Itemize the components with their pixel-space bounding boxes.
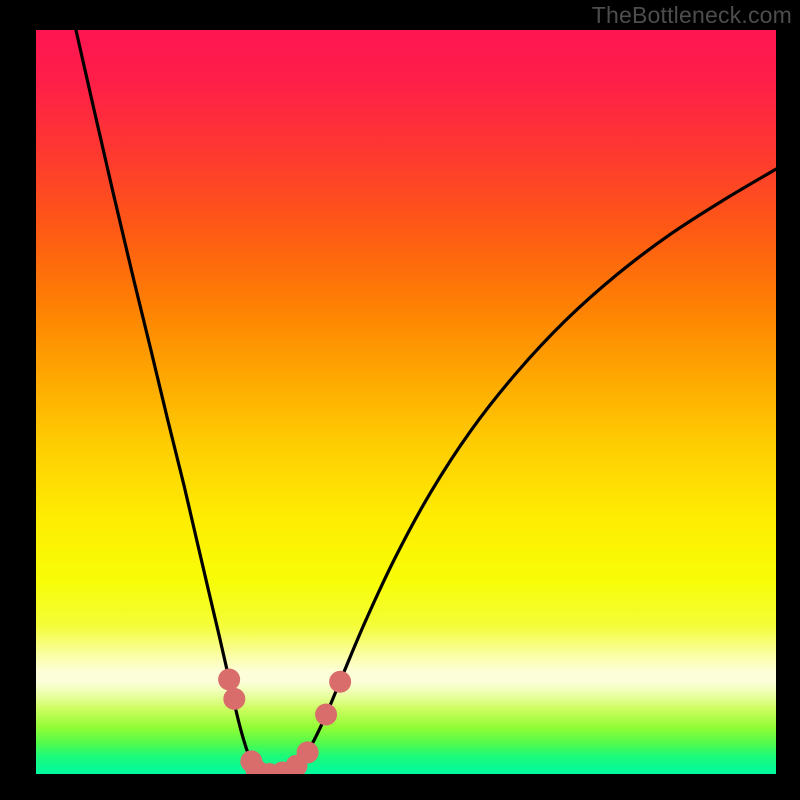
data-marker <box>329 671 351 693</box>
gradient-background <box>36 30 776 774</box>
plot-area <box>36 30 776 774</box>
data-marker <box>218 669 240 691</box>
watermark-label: TheBottleneck.com <box>592 2 792 29</box>
chart-stage: TheBottleneck.com <box>0 0 800 800</box>
data-marker <box>297 741 319 763</box>
chart-svg <box>36 30 776 774</box>
data-marker <box>223 688 245 710</box>
data-marker <box>315 703 337 725</box>
